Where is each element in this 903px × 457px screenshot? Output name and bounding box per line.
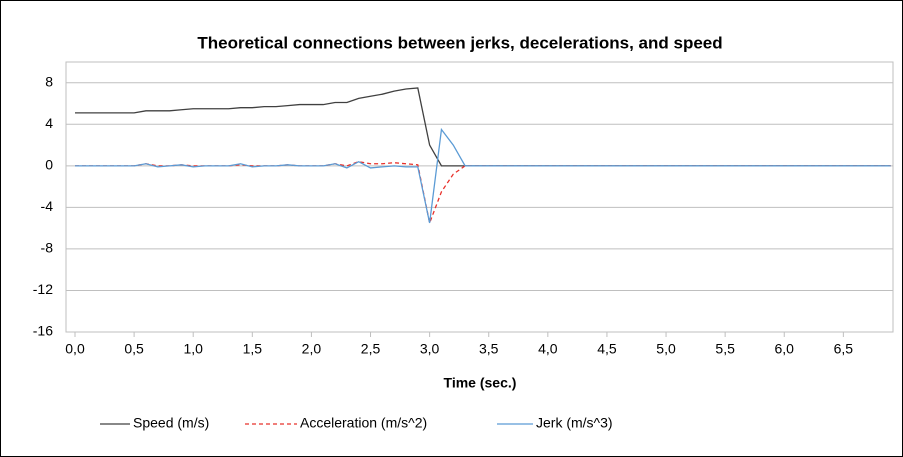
x-tick-label: 4,5 bbox=[597, 341, 617, 357]
legend-label: Speed (m/s) bbox=[133, 415, 209, 431]
y-tick-label: -12 bbox=[33, 281, 53, 297]
x-tick-label: 6,0 bbox=[775, 341, 795, 357]
x-tick-label: 4,0 bbox=[538, 341, 558, 357]
x-tick-label: 1,0 bbox=[183, 341, 203, 357]
x-tick-label: 3,0 bbox=[420, 341, 440, 357]
x-tick-label: 5,0 bbox=[656, 341, 676, 357]
chart-title: Theoretical connections between jerks, d… bbox=[197, 33, 722, 52]
y-tick-label: -8 bbox=[41, 240, 54, 256]
x-tick-label: 5,5 bbox=[715, 341, 735, 357]
y-tick-label: -16 bbox=[33, 323, 53, 339]
legend-label: Acceleration (m/s^2) bbox=[300, 415, 427, 431]
legend-label: Jerk (m/s^3) bbox=[536, 415, 613, 431]
x-tick-label: 0,0 bbox=[65, 341, 85, 357]
x-axis-label: Time (sec.) bbox=[444, 375, 517, 391]
x-tick-label: 2,5 bbox=[361, 341, 381, 357]
y-tick-label: 8 bbox=[45, 73, 53, 89]
x-tick-label: 6,5 bbox=[834, 341, 854, 357]
y-tick-label: 4 bbox=[45, 115, 53, 131]
x-tick-label: 2,0 bbox=[302, 341, 322, 357]
y-tick-label: 0 bbox=[45, 157, 53, 173]
x-tick-label: 1,5 bbox=[243, 341, 263, 357]
x-tick-label: 3,5 bbox=[479, 341, 499, 357]
x-tick-label: 0,5 bbox=[124, 341, 144, 357]
series-line bbox=[75, 127, 891, 224]
y-tick-label: -4 bbox=[41, 198, 54, 214]
